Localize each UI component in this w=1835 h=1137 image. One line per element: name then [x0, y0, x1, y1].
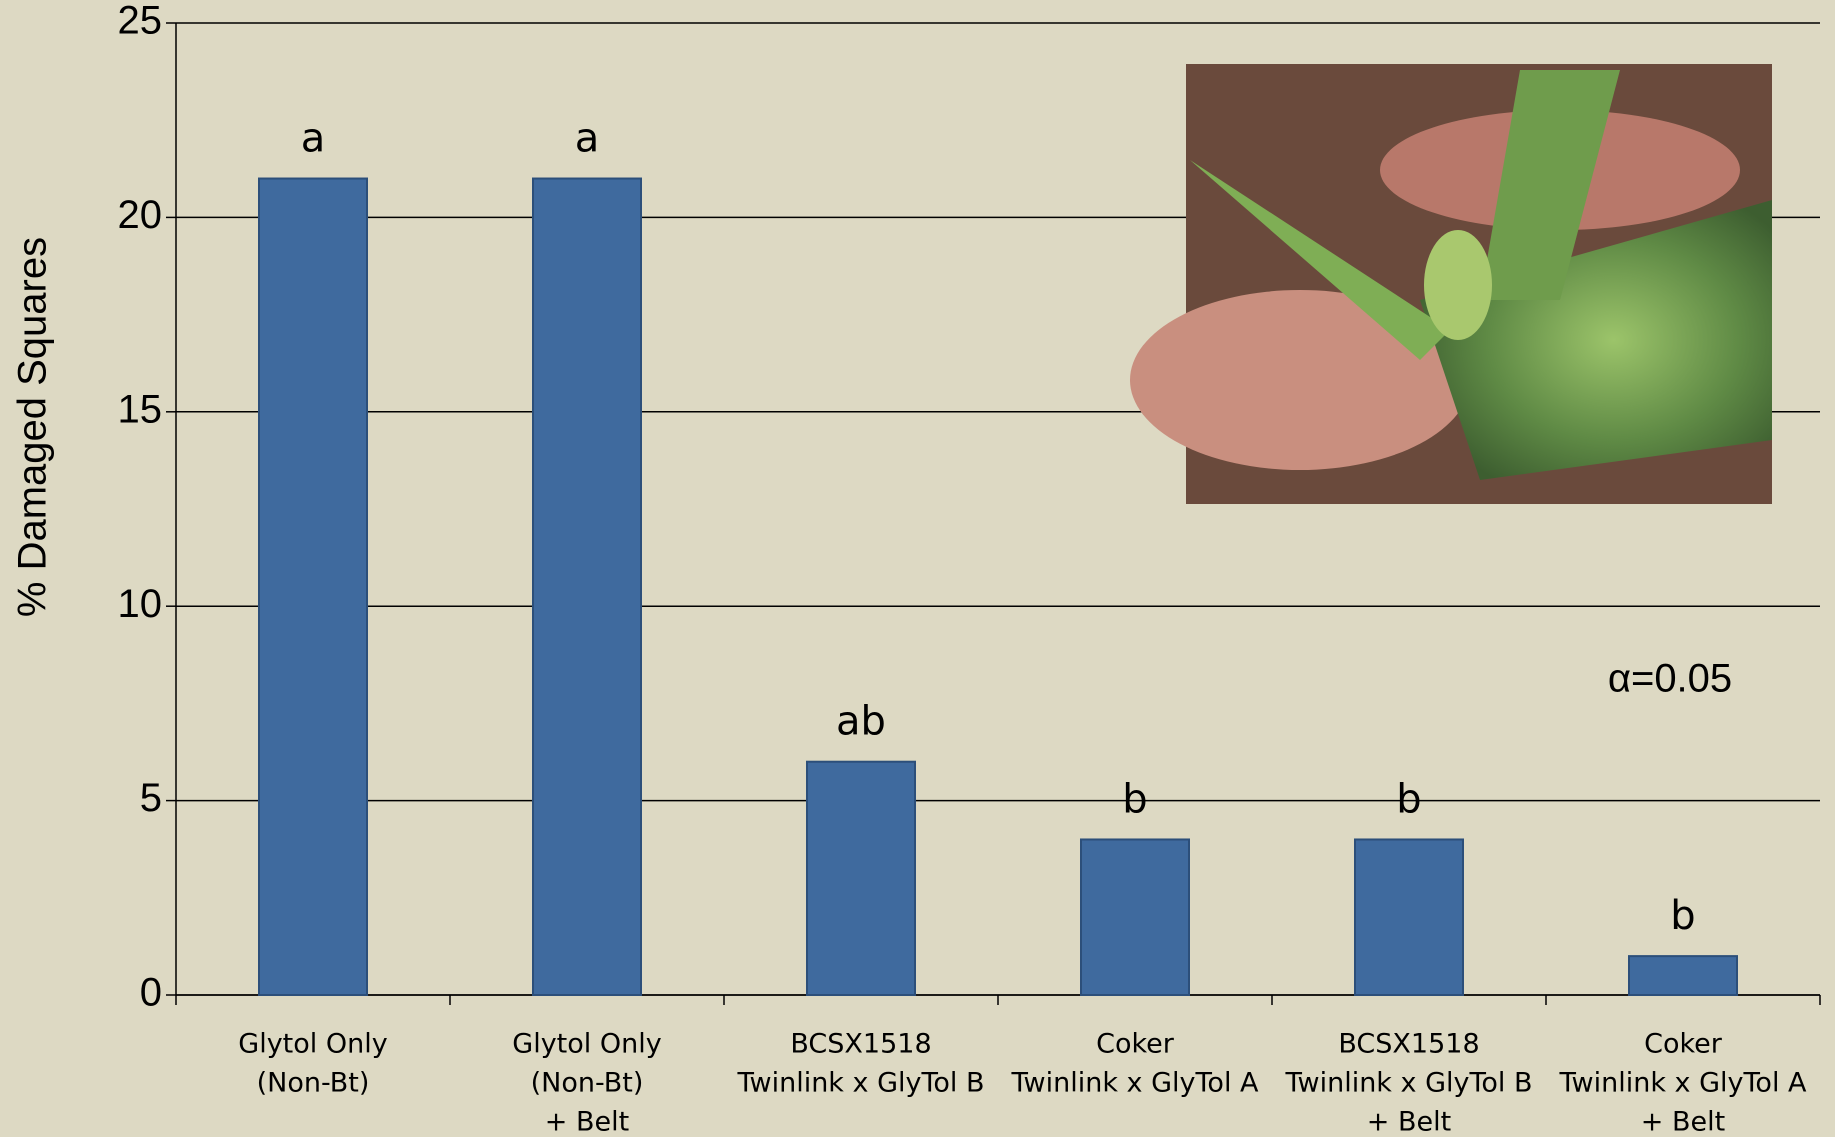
- x-tick-label: (Non-Bt): [257, 1068, 370, 1099]
- significance-letter: ab: [836, 699, 886, 745]
- x-tick-label: Coker: [1644, 1029, 1723, 1060]
- x-tick-label: Twinlink x GlyTol A: [1559, 1068, 1808, 1099]
- photo-bract: [1480, 70, 1620, 300]
- x-tick-label: Twinlink x GlyTol A: [1011, 1068, 1260, 1099]
- annotation: α=0.05: [1608, 657, 1732, 701]
- x-tick-label: + Belt: [1641, 1107, 1725, 1137]
- y-tick-label: 10: [118, 582, 163, 626]
- x-tick-label: Glytol Only: [512, 1029, 661, 1060]
- x-tick-label: BCSX1518: [790, 1029, 931, 1060]
- photo-leaf: [1420, 200, 1772, 480]
- significance-letter: a: [301, 116, 326, 162]
- significance-letter: b: [1670, 893, 1695, 939]
- y-tick-label: 15: [118, 387, 163, 431]
- x-tick-label: + Belt: [1367, 1107, 1451, 1137]
- photo-bract: [1190, 160, 1450, 360]
- x-tick-label: BCSX1518: [1338, 1029, 1479, 1060]
- bar: [1628, 955, 1738, 996]
- significance-letter: b: [1396, 776, 1421, 822]
- bar: [806, 760, 916, 996]
- y-tick-label: 0: [140, 971, 162, 1015]
- x-tick-label: Twinlink x GlyTol B: [736, 1068, 984, 1099]
- significance-letter: a: [575, 116, 600, 162]
- x-tick-label: Glytol Only: [238, 1029, 387, 1060]
- y-axis-label: % Damaged Squares: [11, 237, 55, 617]
- bar: [258, 177, 368, 996]
- significance-letter: b: [1122, 776, 1147, 822]
- bar: [1080, 838, 1190, 996]
- x-tick-label: (Non-Bt): [531, 1068, 644, 1099]
- x-tick-label: Twinlink x GlyTol B: [1284, 1068, 1532, 1099]
- bar: [1354, 838, 1464, 996]
- photo: [1130, 64, 1772, 504]
- x-tick-label: + Belt: [545, 1107, 629, 1137]
- y-tick-label: 20: [118, 193, 163, 237]
- y-tick-label: 5: [140, 776, 162, 820]
- photo-square: [1424, 230, 1492, 340]
- y-tick-label: 25: [118, 0, 163, 43]
- x-tick-label: Coker: [1096, 1029, 1175, 1060]
- photo-hand: [1130, 290, 1470, 470]
- bar: [532, 177, 642, 996]
